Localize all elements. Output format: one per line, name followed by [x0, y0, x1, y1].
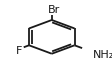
Text: F: F: [16, 46, 22, 56]
Text: Br: Br: [47, 5, 60, 15]
Text: NH₂: NH₂: [92, 50, 112, 60]
